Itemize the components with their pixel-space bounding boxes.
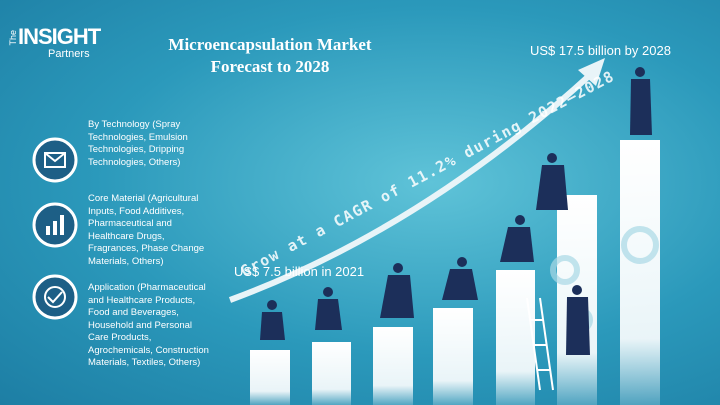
segment-text: Core Material (Agricultural Inputs, Food… xyxy=(88,193,205,267)
title-line: Forecast to 2028 xyxy=(210,57,330,76)
growth-arrow xyxy=(228,72,593,303)
logo-prefix: The xyxy=(8,30,18,46)
arrow-head xyxy=(578,58,605,86)
logo-suffix: Partners xyxy=(48,48,90,60)
segment-text: Application (Pharmaceutical and Healthca… xyxy=(88,282,209,368)
title: Microencapsulation Market Forecast to 20… xyxy=(120,34,420,78)
segment-icons xyxy=(32,137,78,320)
base-callout: US$ 7.5 billion in 2021 xyxy=(234,264,365,279)
segment-text: By Technology (Spray Technologies, Emuls… xyxy=(88,119,188,168)
title-line: Microencapsulation Market xyxy=(168,35,372,54)
logo-name: INSIGHT xyxy=(18,24,101,49)
figures xyxy=(260,67,652,355)
forecast-callout: US$ 17.5 billion by 2028 xyxy=(530,43,671,58)
ladder xyxy=(526,297,554,391)
